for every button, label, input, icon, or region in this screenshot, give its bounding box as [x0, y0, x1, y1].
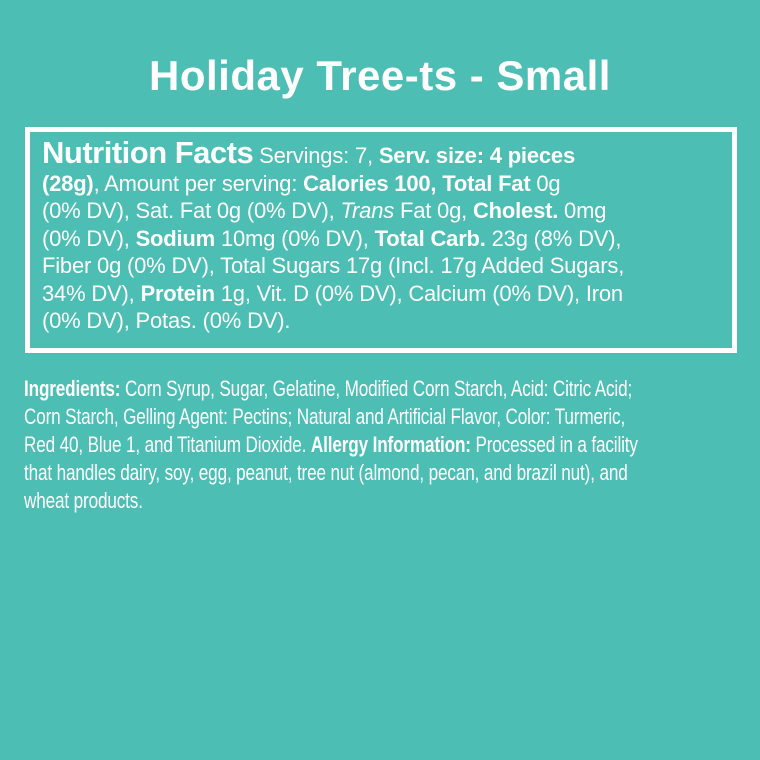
text-line: Fiber 0g (0% DV), Total Sugars 17g (Incl…: [42, 253, 625, 278]
text-line: Nutrition Facts Servings: 7, Serv. size:…: [42, 135, 575, 170]
text-line: (0% DV), Potas. (0% DV).: [42, 308, 291, 333]
text-line: (0% DV), Sat. Fat 0g (0% DV), Trans Fat …: [42, 198, 607, 223]
text-line: that handles dairy, soy, egg, peanut, tr…: [24, 459, 628, 485]
text-line: Ingredients: Corn Syrup, Sugar, Gelatine…: [24, 375, 633, 401]
text-line: (0% DV), Sodium 10mg (0% DV), Total Carb…: [42, 225, 622, 251]
text-line: 34% DV), Protein 1g, Vit. D (0% DV), Cal…: [42, 280, 623, 306]
ingredients-text: Ingredients: Corn Syrup, Sugar, Gelatine…: [24, 375, 738, 515]
nutrition-facts-text: Nutrition Facts Servings: 7, Serv. size:…: [42, 135, 726, 335]
product-title: Holiday Tree-ts - Small: [149, 52, 611, 99]
text-line: Corn Starch, Gelling Agent: Pectins; Nat…: [24, 403, 626, 429]
text-line: Red 40, Blue 1, and Titanium Dioxide. Al…: [24, 431, 638, 457]
text-line: wheat products.: [24, 487, 143, 513]
text-line: (28g), Amount per serving: Calories 100,…: [42, 170, 561, 196]
nutrition-facts-box: Nutrition Facts Servings: 7, Serv. size:…: [25, 127, 737, 353]
